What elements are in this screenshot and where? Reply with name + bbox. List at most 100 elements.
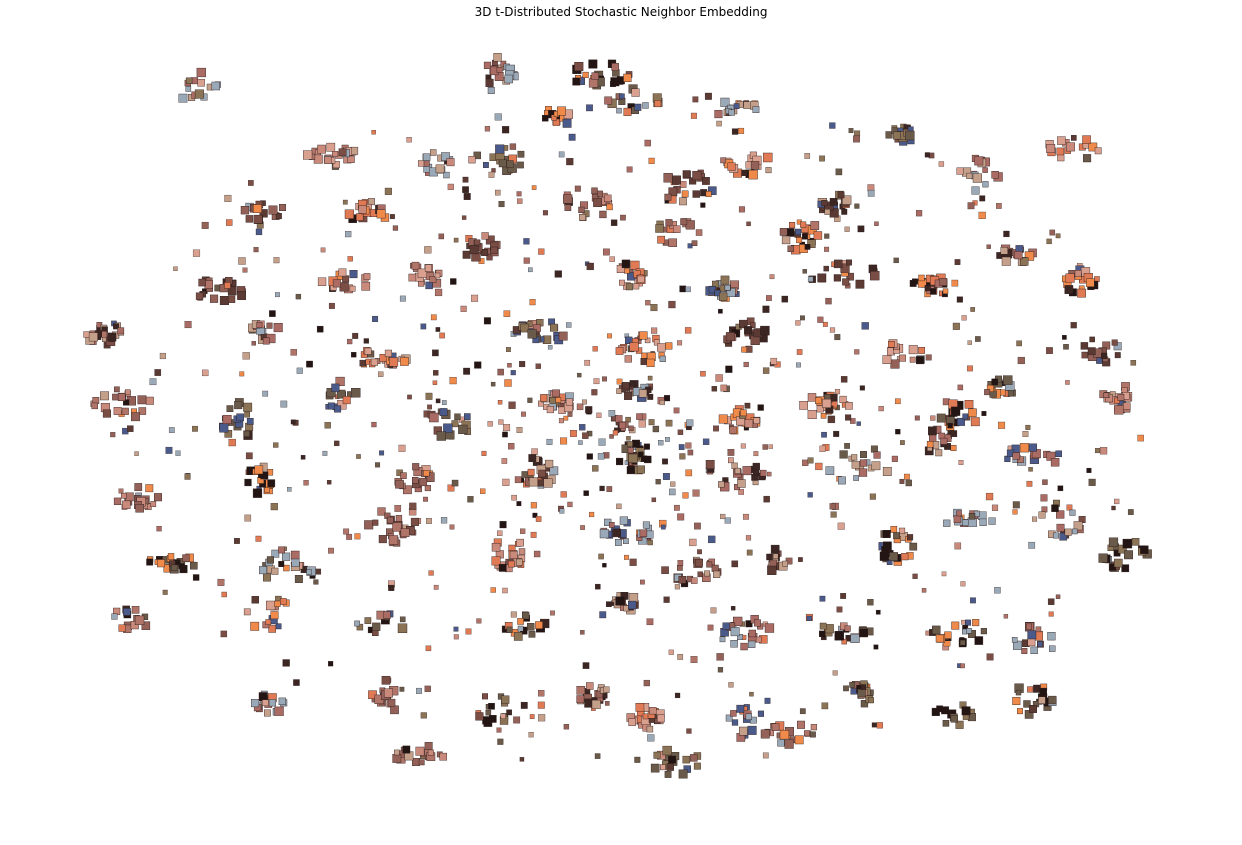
thumbnail-point (870, 445, 878, 453)
thumbnail-point (857, 688, 866, 698)
thumbnail-point (1095, 448, 1101, 454)
thumbnail-point (221, 591, 227, 598)
thumbnail-point (1017, 356, 1025, 365)
thumbnail-point (767, 565, 777, 576)
thumbnail-point (582, 662, 590, 669)
thumbnail-point (528, 267, 533, 273)
thumbnail-point (238, 257, 246, 265)
thumbnail-point (338, 148, 347, 157)
thumbnail-point (517, 625, 524, 632)
thumbnail-point (950, 715, 959, 723)
thumbnail-point (1055, 233, 1061, 239)
thumbnail-point (662, 745, 672, 756)
thumbnail-point (531, 448, 538, 455)
thumbnail-point (153, 493, 162, 502)
thumbnail-point (1015, 689, 1022, 696)
thumbnail-point (841, 208, 848, 215)
thumbnail-point (633, 283, 640, 290)
thumbnail-point (767, 471, 772, 477)
thumbnail-point (523, 238, 530, 245)
thumbnail-point (528, 630, 536, 638)
thumbnail-point (449, 377, 457, 385)
thumbnail-point (517, 161, 524, 169)
thumbnail-point (449, 524, 455, 530)
cluster-12 (240, 200, 287, 225)
cluster-54 (924, 425, 958, 457)
thumbnail-point (639, 529, 648, 537)
thumbnail-point (748, 640, 756, 649)
thumbnail-point (861, 322, 869, 330)
thumbnail-point (796, 237, 803, 244)
thumbnail-point (979, 518, 987, 526)
thumbnail-point (117, 327, 125, 335)
thumbnail-point (481, 450, 487, 456)
thumbnail-point (951, 621, 960, 630)
thumbnail-point (708, 535, 716, 544)
thumbnail-point (632, 439, 640, 448)
thumbnail-point (306, 569, 312, 575)
thumbnail-point (224, 194, 232, 202)
thumbnail-point (1051, 504, 1059, 512)
thumbnail-point (624, 355, 632, 363)
thumbnail-point (707, 624, 714, 631)
thumbnail-point (519, 361, 526, 368)
cluster-49 (394, 463, 435, 495)
thumbnail-point (954, 542, 962, 550)
thumbnail-point (599, 529, 609, 539)
thumbnail-point (432, 278, 442, 288)
thumbnail-point (268, 699, 277, 707)
thumbnail-point (637, 275, 645, 283)
thumbnail-point (112, 393, 119, 401)
thumbnail-point (234, 401, 243, 410)
thumbnail-point (711, 564, 719, 572)
cluster-82 (843, 680, 874, 708)
thumbnail-point (474, 361, 482, 369)
thumbnail-point (501, 695, 510, 704)
thumbnail-point (409, 502, 417, 510)
thumbnail-point (92, 397, 100, 404)
thumbnail-point (527, 397, 533, 403)
thumbnail-point (120, 492, 127, 499)
thumbnail-point (399, 616, 406, 623)
thumbnail-point (328, 302, 335, 309)
thumbnail-point (918, 274, 925, 282)
cluster-51 (616, 439, 652, 475)
thumbnail-point (1023, 700, 1031, 708)
thumbnail-point (837, 191, 845, 199)
thumbnail-point (488, 703, 495, 710)
thumbnail-point (649, 707, 657, 715)
thumbnail-point (603, 686, 610, 693)
thumbnail-point (278, 561, 285, 567)
thumbnail-point (1012, 501, 1020, 509)
thumbnail-point (604, 96, 613, 105)
thumbnail-point (354, 620, 360, 627)
thumbnail-point (521, 411, 526, 417)
thumbnail-point (802, 233, 808, 240)
thumbnail-point (694, 522, 701, 530)
thumbnail-point (750, 716, 757, 724)
thumbnail-point (777, 739, 785, 747)
thumbnail-point (658, 440, 664, 446)
thumbnail-point (1003, 375, 1013, 385)
thumbnail-point (246, 418, 254, 425)
thumbnail-point (1003, 230, 1010, 238)
thumbnail-point (719, 292, 728, 301)
thumbnail-point (451, 479, 459, 487)
thumbnail-point (222, 415, 232, 424)
thumbnail-point (807, 410, 817, 420)
cluster-71 (606, 592, 639, 615)
thumbnail-point (835, 168, 843, 176)
thumbnail-point (751, 474, 759, 481)
thumbnail-point (1086, 467, 1092, 473)
thumbnail-point (961, 315, 967, 321)
thumbnail-point (453, 237, 459, 243)
cluster-76 (251, 690, 288, 717)
thumbnail-point (653, 339, 660, 346)
thumbnail-point (695, 558, 703, 567)
thumbnail-point (730, 710, 737, 717)
thumbnail-point (91, 402, 98, 410)
thumbnail-point (762, 752, 769, 759)
thumbnail-point (961, 619, 966, 625)
thumbnail-point (498, 159, 507, 168)
thumbnail-point (295, 293, 302, 300)
